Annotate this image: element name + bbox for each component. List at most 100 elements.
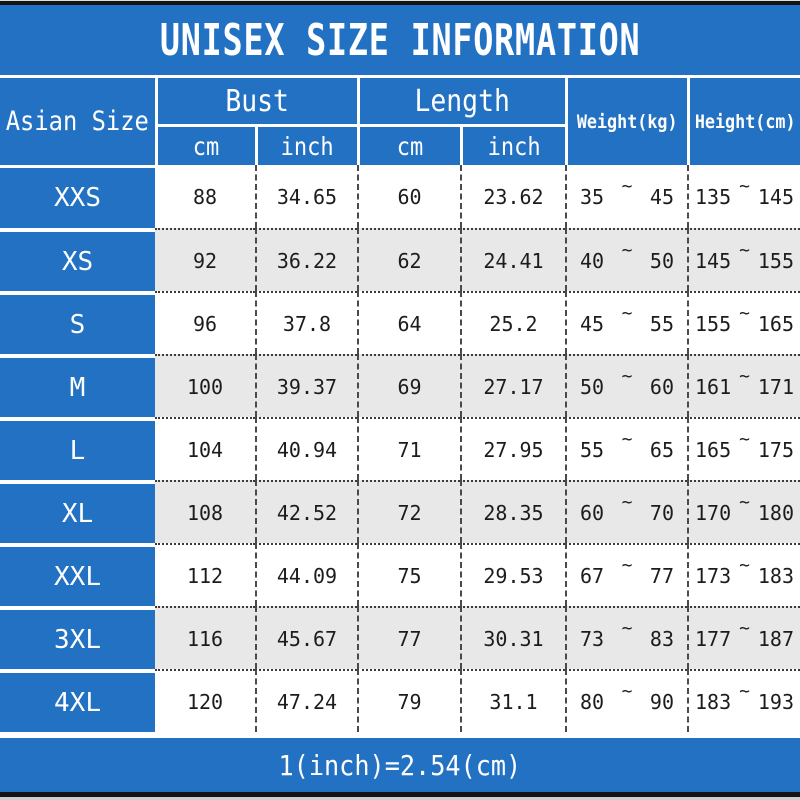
tilde-symbol: ~ [739,681,750,702]
tilde-symbol: ~ [621,681,633,702]
divider [0,732,800,738]
cell-length-inch: 25.2 [460,291,565,354]
size-label: 3XL [0,606,155,669]
weight-min: 67 [580,563,605,588]
tilde-symbol: ~ [621,618,633,639]
cell-bust-cm: 104 [155,417,255,480]
cell-length-inch: 29.53 [460,543,565,606]
table-header: Asian Size Bust Length Weight(kg) Height… [0,78,800,165]
bust-inch-header: inch [255,124,357,165]
size-label: XXL [0,543,155,606]
height-min: 145 [695,248,732,273]
cell-bust-inch: 47.24 [255,669,357,732]
weight-min: 50 [580,374,605,399]
cell-weight-range: 55 ~65 [565,417,687,480]
weight-max: 55 [649,311,674,336]
cell-bust-cm: 100 [155,354,255,417]
cell-bust-inch: 34.65 [255,165,357,228]
length-cm-label: cm [396,131,424,161]
bust-group-label: Bust [225,83,290,119]
height-max: 145 [757,184,794,209]
tilde-symbol: ~ [739,176,750,197]
cell-bust-cm: 92 [155,228,255,291]
bottom-light-strip [0,797,800,800]
weight-max: 50 [649,248,674,273]
size-label: M [0,354,155,417]
cell-length-cm: 71 [357,417,460,480]
weight-max: 77 [649,563,674,588]
weight-min: 40 [580,248,605,273]
cell-length-cm: 60 [357,165,460,228]
weight-min: 55 [580,437,605,462]
weight-min: 60 [580,500,605,525]
cell-weight-range: 73 ~83 [565,606,687,669]
height-header: Height(cm) [687,78,800,165]
weight-min: 80 [580,689,605,714]
cell-weight-range: 67 ~77 [565,543,687,606]
size-label: 4XL [0,669,155,732]
tilde-symbol: ~ [739,303,750,324]
cell-length-inch: 27.95 [460,417,565,480]
cell-height-range: 135 ~145 [687,165,800,228]
height-max: 175 [757,437,794,462]
cell-height-range: 170 ~180 [687,480,800,543]
height-min: 135 [695,184,732,209]
cell-height-range: 165 ~175 [687,417,800,480]
weight-max: 60 [649,374,674,399]
inch-conversion-note: 1(inch)=2.54(cm) [278,748,522,782]
cell-bust-inch: 42.52 [255,480,357,543]
height-max: 193 [757,689,794,714]
length-cm-header: cm [357,124,460,165]
cell-length-inch: 30.31 [460,606,565,669]
bust-cm-label: cm [193,131,220,161]
size-table-body: XXS 88 34.65 60 23.62 35 ~45 135 ~145 XS 9… [0,165,800,732]
cell-length-cm: 72 [357,480,460,543]
cell-length-inch: 31.1 [460,669,565,732]
bust-group-header: Bust [155,78,357,124]
bust-cm-header: cm [155,124,255,165]
height-min: 173 [695,563,732,588]
cell-weight-range: 35 ~45 [565,165,687,228]
weight-header-label: Weight(kg) [577,110,678,133]
height-max: 183 [757,563,794,588]
bust-inch-label: inch [281,131,334,161]
tilde-symbol: ~ [739,240,750,261]
height-min: 155 [695,311,732,336]
height-max: 165 [757,311,794,336]
weight-header: Weight(kg) [565,78,687,165]
size-label: XS [0,228,155,291]
cell-length-inch: 23.62 [460,165,565,228]
tilde-symbol: ~ [739,555,750,576]
corner-header-asian-size: Asian Size [0,78,155,165]
tilde-symbol: ~ [621,240,633,261]
tilde-symbol: ~ [739,618,750,639]
cell-length-cm: 62 [357,228,460,291]
cell-length-inch: 24.41 [460,228,565,291]
height-max: 155 [757,248,794,273]
tilde-symbol: ~ [739,492,750,513]
length-group-header: Length [357,78,565,124]
cell-bust-inch: 40.94 [255,417,357,480]
divider [0,75,800,78]
cell-weight-range: 40 ~50 [565,228,687,291]
weight-max: 45 [649,184,674,209]
cell-length-cm: 77 [357,606,460,669]
bottom-black-bar [0,792,800,797]
cell-length-cm: 79 [357,669,460,732]
weight-max: 65 [649,437,674,462]
corner-header-label: Asian Size [5,106,150,137]
height-min: 165 [695,437,732,462]
cell-height-range: 145 ~155 [687,228,800,291]
top-light-strip [0,0,800,1]
weight-max: 83 [649,626,674,651]
cell-length-cm: 75 [357,543,460,606]
cell-length-cm: 64 [357,291,460,354]
tilde-symbol: ~ [739,366,750,387]
size-label: S [0,291,155,354]
cell-length-cm: 69 [357,354,460,417]
weight-min: 35 [580,184,605,209]
tilde-symbol: ~ [621,429,633,450]
length-inch-header: inch [460,124,565,165]
cell-height-range: 177 ~187 [687,606,800,669]
